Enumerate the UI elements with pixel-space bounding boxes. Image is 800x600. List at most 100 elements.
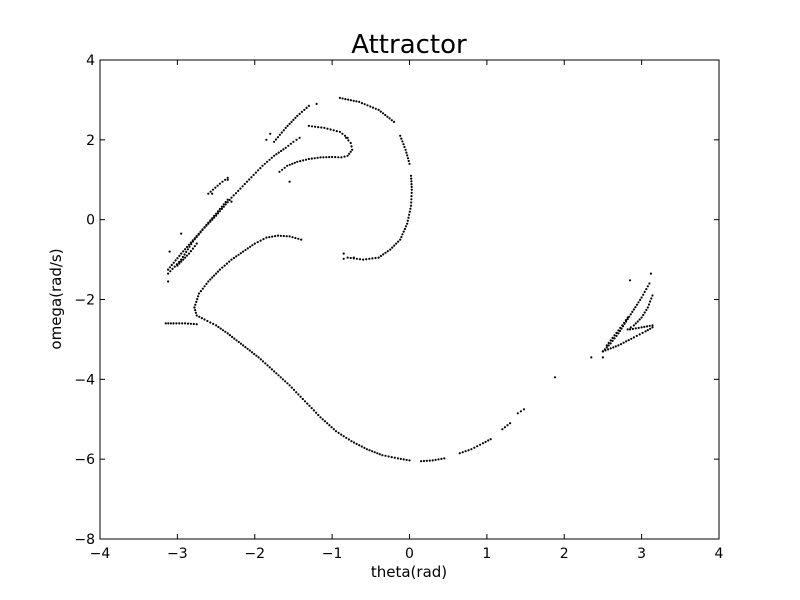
data-point <box>371 106 375 109</box>
data-point <box>407 216 410 219</box>
data-point <box>422 459 426 463</box>
data-point <box>410 185 413 188</box>
data-point <box>650 297 653 300</box>
data-point <box>248 178 251 181</box>
data-point <box>645 308 648 312</box>
data-point <box>397 240 400 243</box>
data-point <box>230 258 233 261</box>
data-point <box>224 200 227 204</box>
data-point <box>209 190 212 193</box>
data-point <box>203 318 206 321</box>
data-point <box>636 320 639 323</box>
data-point <box>239 187 242 190</box>
data-point <box>289 142 292 145</box>
data-point <box>386 250 389 253</box>
data-point <box>175 322 178 325</box>
data-point <box>629 313 632 316</box>
data-point <box>197 295 200 298</box>
data-point <box>305 106 308 109</box>
x-axis-label: theta(rad) <box>371 563 447 581</box>
data-point <box>611 336 614 339</box>
data-point <box>630 337 633 340</box>
data-point <box>349 141 352 145</box>
data-point <box>651 326 654 329</box>
data-point <box>285 235 288 238</box>
data-point <box>232 194 235 197</box>
data-point <box>259 239 262 242</box>
data-point <box>171 267 174 270</box>
data-point <box>191 239 194 242</box>
data-point <box>646 329 649 332</box>
data-point <box>346 256 349 259</box>
data-point <box>252 173 255 176</box>
data-point <box>626 316 629 319</box>
data-point <box>315 102 318 105</box>
data-point <box>176 257 179 260</box>
data-point <box>642 313 645 317</box>
data-point <box>223 264 226 267</box>
data-point <box>280 149 283 153</box>
data-point <box>205 223 208 226</box>
data-point <box>638 333 641 336</box>
data-point <box>261 164 264 167</box>
data-point <box>203 226 206 229</box>
data-point <box>172 261 175 264</box>
data-point <box>234 192 238 195</box>
data-point <box>187 252 191 255</box>
data-point <box>195 314 198 317</box>
data-point <box>624 319 628 322</box>
data-point <box>395 242 398 245</box>
data-point <box>590 356 593 359</box>
data-point <box>337 431 340 434</box>
data-point <box>629 326 632 329</box>
data-point <box>226 198 229 201</box>
data-point <box>281 168 284 171</box>
data-point <box>351 148 354 151</box>
data-point <box>338 130 341 133</box>
data-point <box>461 451 464 454</box>
data-point <box>278 170 281 173</box>
data-point <box>315 411 318 414</box>
data-point <box>294 236 297 240</box>
data-point <box>467 449 470 452</box>
data-point <box>406 154 409 157</box>
scatter-points <box>164 96 654 463</box>
data-point <box>221 266 224 269</box>
data-point <box>303 400 307 403</box>
data-point <box>605 344 608 347</box>
data-point <box>647 303 651 306</box>
data-point <box>230 196 233 199</box>
data-point <box>365 258 368 261</box>
y-axis-label: omega(rad/s) <box>47 248 65 349</box>
data-point <box>481 442 485 445</box>
data-point <box>399 457 402 460</box>
data-point <box>174 259 177 262</box>
data-point <box>189 241 192 244</box>
data-point <box>651 324 654 327</box>
data-point <box>328 156 331 159</box>
data-point <box>326 422 329 425</box>
data-point <box>286 382 289 385</box>
data-point <box>167 268 170 271</box>
data-point <box>388 117 391 120</box>
data-point <box>651 294 654 297</box>
data-point <box>410 198 413 201</box>
data-point <box>193 306 196 309</box>
data-point <box>218 182 221 185</box>
data-point <box>443 457 446 460</box>
data-point <box>213 214 216 217</box>
data-point <box>278 133 281 136</box>
y-tick-label: −8 <box>74 532 95 548</box>
data-point <box>282 234 285 238</box>
data-point <box>464 450 467 453</box>
data-point <box>360 102 364 105</box>
data-point <box>299 395 302 398</box>
data-point <box>384 454 387 457</box>
data-point <box>287 144 290 147</box>
y-tick-label: −2 <box>74 293 95 309</box>
data-point <box>403 145 406 149</box>
y-tick-label: 4 <box>86 53 95 69</box>
data-point <box>640 296 643 299</box>
data-point <box>274 235 277 238</box>
data-point <box>509 422 512 425</box>
